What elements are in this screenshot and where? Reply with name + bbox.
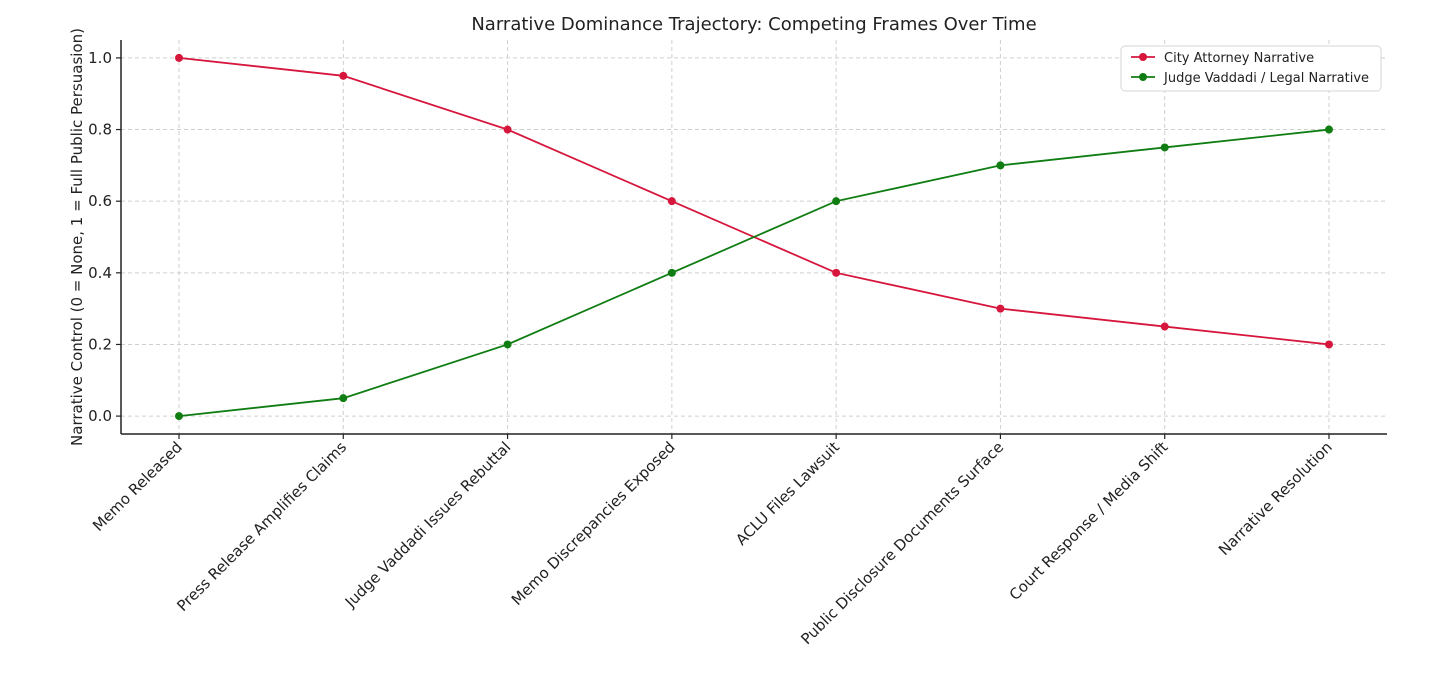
legend: City Attorney Narrative Judge Vaddadi / L…: [1120, 45, 1382, 92]
legend-marker: [1139, 53, 1147, 61]
x-tick-label: ACLU Files Lawsuit: [732, 438, 843, 549]
legend-entry-label: City Attorney Narrative: [1164, 51, 1314, 66]
data-point: [832, 268, 841, 277]
legend-entry-label: Judge Vaddadi / Legal Narrative: [1163, 71, 1369, 86]
y-tick-label: 0.2: [88, 335, 112, 353]
chart-title: Narrative Dominance Trajectory: Competin…: [471, 14, 1036, 35]
data-point: [175, 412, 183, 421]
data-point: [1325, 340, 1333, 349]
grid-layer: [121, 40, 1387, 434]
x-tick-label: Judge Vaddadi Issues Rebuttal: [341, 438, 515, 612]
data-point: [996, 304, 1005, 313]
data-point: [175, 53, 183, 62]
legend-marker: [1139, 73, 1147, 81]
series-line-2: [178, 128, 1330, 417]
y-tick-label: 0.6: [88, 192, 112, 210]
y-tick-label: 1.0: [88, 49, 112, 67]
series-layer: [175, 53, 1333, 421]
x-tick-label: Narrative Resolution: [1215, 438, 1336, 559]
data-point: [667, 197, 676, 206]
x-tick-label: Press Release Amplifies Claims: [173, 438, 350, 615]
y-tick-label: 0.4: [88, 264, 112, 282]
data-point: [339, 71, 348, 80]
y-tick-label: 0.0: [88, 407, 112, 425]
data-point: [1325, 125, 1333, 134]
data-point: [1160, 143, 1169, 152]
x-tick-label: Court Response / Media Shift: [1006, 438, 1172, 604]
data-point: [996, 161, 1005, 170]
x-tick-label: Memo Released: [89, 438, 186, 535]
data-point: [339, 394, 348, 403]
data-point: [832, 197, 841, 206]
y-tick-label: 0.8: [88, 121, 112, 139]
data-point: [503, 340, 512, 349]
y-axis-label: Narrative Control (0 = None, 1 = Full Pu…: [68, 28, 86, 446]
data-point: [667, 268, 676, 277]
x-tick-label: Memo Discrepancies Exposed: [508, 438, 679, 609]
legend-box: [1120, 45, 1382, 92]
data-point: [1160, 322, 1169, 331]
x-tick-label: Public Disclosure Documents Surface: [797, 438, 1007, 648]
data-point: [503, 125, 512, 134]
